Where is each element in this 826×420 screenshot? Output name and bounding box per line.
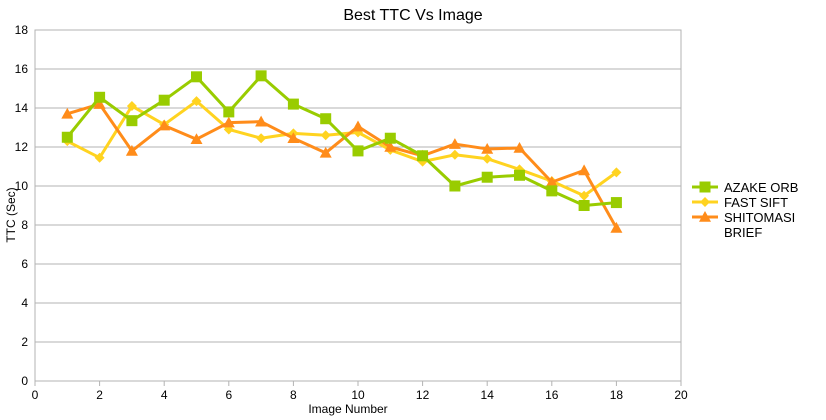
data-point — [417, 150, 429, 162]
data-point — [191, 96, 202, 107]
x-tick-label: 10 — [351, 388, 365, 402]
data-point — [449, 149, 460, 160]
x-tick-label: 4 — [161, 388, 168, 402]
data-point — [546, 185, 558, 197]
data-point — [319, 146, 332, 158]
data-point — [93, 98, 106, 109]
data-point — [448, 138, 461, 149]
y-tick-label: 14 — [15, 101, 29, 115]
y-tick-label: 8 — [21, 218, 28, 232]
data-point — [287, 132, 300, 144]
data-point — [320, 130, 331, 141]
y-tick-label: 0 — [21, 374, 28, 388]
data-point — [449, 180, 461, 192]
data-point — [320, 113, 332, 125]
data-point — [514, 169, 525, 181]
data-point — [352, 145, 364, 157]
data-point — [384, 132, 396, 144]
x-tick-label: 12 — [416, 388, 430, 402]
x-tick-label: 14 — [481, 388, 495, 402]
data-point — [222, 116, 235, 128]
chart-title: Best TTC Vs Image — [343, 7, 482, 24]
legend-marker — [699, 181, 711, 193]
data-point — [61, 131, 73, 143]
data-point — [384, 141, 397, 152]
data-point — [610, 221, 623, 233]
legend-marker — [700, 197, 710, 207]
y-tick-label: 6 — [21, 257, 28, 271]
data-point — [158, 119, 171, 131]
legend-item: FAST SIFT — [692, 195, 788, 210]
data-point — [545, 176, 558, 187]
data-point — [190, 133, 203, 144]
data-point — [191, 71, 202, 83]
data-point — [125, 144, 138, 156]
legend-item: SHITOMASI BRIEF — [692, 210, 795, 240]
y-tick-label: 18 — [15, 23, 29, 37]
y-tick-label: 12 — [15, 140, 29, 154]
x-tick-label: 8 — [290, 388, 297, 402]
data-point — [255, 115, 268, 127]
y-tick-label: 16 — [15, 62, 29, 76]
y-tick-label: 2 — [21, 335, 28, 349]
data-point — [579, 190, 590, 201]
legend-marker — [699, 211, 711, 222]
data-point — [61, 107, 74, 119]
y-tick-label: 4 — [21, 296, 28, 310]
legend-label: FAST SIFT — [724, 195, 788, 210]
data-point — [255, 70, 267, 82]
data-point — [481, 171, 493, 183]
data-point — [513, 141, 526, 153]
y-axis-label: TTC (Sec) — [4, 187, 18, 242]
data-point — [482, 153, 493, 164]
x-axis-label: Image Number — [308, 402, 387, 416]
data-point — [611, 167, 622, 178]
series-layer — [61, 70, 623, 233]
data-point — [126, 115, 138, 127]
data-point — [126, 101, 137, 112]
data-point — [610, 197, 622, 209]
data-point — [481, 142, 494, 154]
series-line — [66, 102, 618, 229]
data-point — [223, 106, 235, 118]
data-point — [578, 164, 591, 176]
legend-item: AZAKE ORB — [692, 180, 798, 195]
data-point — [158, 94, 170, 106]
data-point — [94, 91, 106, 103]
data-point — [352, 120, 364, 132]
x-axis-ticks: 0 2 4 6 8 10 12 14 16 18 20 — [32, 381, 688, 402]
legend-label: AZAKE ORB — [724, 180, 798, 195]
x-tick-label: 6 — [225, 388, 232, 402]
data-point — [578, 200, 590, 211]
series-shitomasi-brief — [61, 98, 623, 233]
x-tick-label: 16 — [545, 388, 559, 402]
x-tick-label: 2 — [96, 388, 103, 402]
y-tick-label: 10 — [15, 179, 29, 193]
x-tick-label: 18 — [610, 388, 624, 402]
data-point — [256, 133, 267, 144]
series-azake-orb — [61, 70, 622, 211]
legend-label: SHITOMASI BRIEF — [724, 210, 795, 240]
x-tick-label: 20 — [674, 388, 688, 402]
data-point — [94, 152, 105, 163]
x-tick-label: 0 — [32, 388, 39, 402]
y-axis-ticks: 0 2 4 6 8 10 12 14 16 18 — [15, 23, 29, 388]
data-point — [287, 98, 299, 110]
